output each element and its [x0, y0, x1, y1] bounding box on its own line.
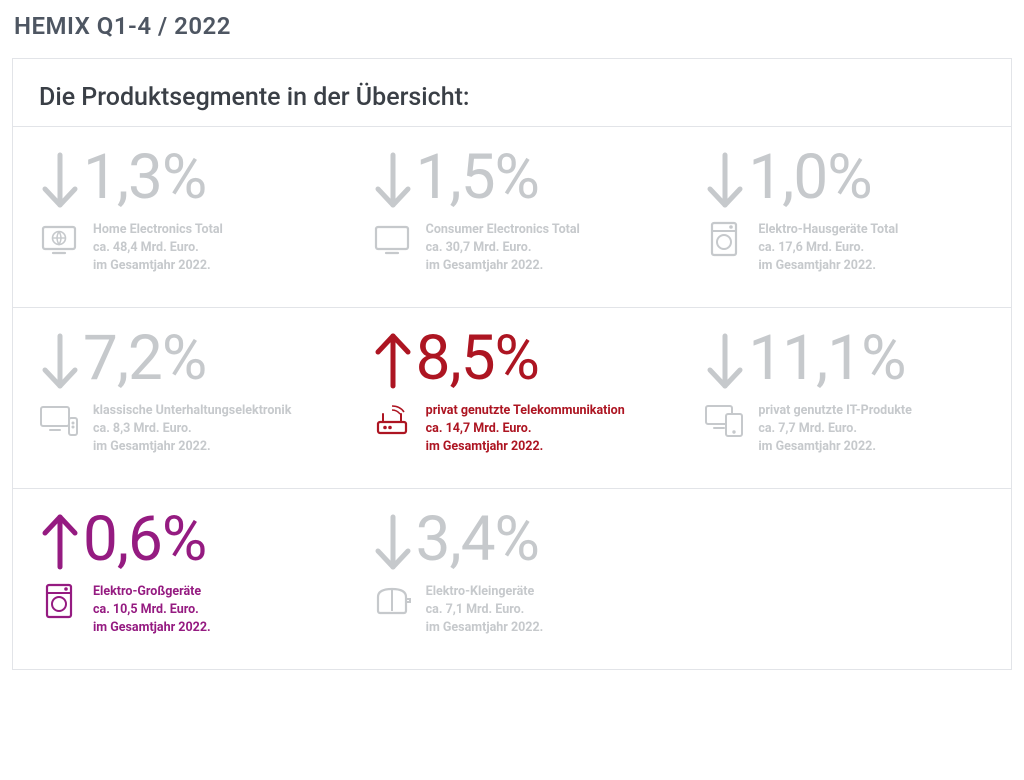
arrow-down-icon	[372, 151, 414, 209]
segment-text: Elektro-Kleingeräte ca. 7,1 Mrd. Euro. i…	[426, 581, 544, 637]
segment-period: im Gesamtjahr 2022.	[93, 619, 211, 637]
segment-empty	[678, 489, 1011, 669]
segment-title: Consumer Electronics Total	[426, 221, 580, 239]
segment-row: 1,3% Home Electronics Total ca. 48,4 Mrd…	[13, 126, 1011, 307]
segment-value: 1,3%	[83, 147, 206, 209]
segment-title: Elektro-Kleingeräte	[426, 583, 544, 601]
arrow-up-icon	[372, 332, 414, 390]
segment-value: 3,4%	[416, 509, 539, 571]
segment-percentage: 1,5%	[372, 147, 653, 209]
devices-icon	[704, 400, 744, 440]
segment-percentage: 8,5%	[372, 328, 653, 390]
segment-description: Home Electronics Total ca. 48,4 Mrd. Eur…	[39, 219, 320, 275]
washer-icon	[39, 581, 79, 621]
segment-amount: ca. 8,3 Mrd. Euro.	[93, 420, 291, 438]
segment-elektro-kleingeraete: 3,4% Elektro-Kleingeräte ca. 7,1 Mrd. Eu…	[346, 489, 679, 669]
segment-text: Consumer Electronics Total ca. 30,7 Mrd.…	[426, 219, 580, 275]
segment-title: Home Electronics Total	[93, 221, 223, 239]
tv-remote-icon	[39, 400, 79, 440]
segment-period: im Gesamtjahr 2022.	[93, 257, 223, 275]
segment-percentage: 1,3%	[39, 147, 320, 209]
segment-value: 1,0%	[748, 147, 871, 209]
segment-title: privat genutzte IT-Produkte	[758, 402, 912, 420]
segment-amount: ca. 30,7 Mrd. Euro.	[426, 239, 580, 257]
arrow-down-icon	[372, 513, 414, 571]
segment-value: 1,5%	[416, 147, 539, 209]
segment-text: Home Electronics Total ca. 48,4 Mrd. Eur…	[93, 219, 223, 275]
segment-description: Elektro-Großgeräte ca. 10,5 Mrd. Euro. i…	[39, 581, 320, 637]
segment-description: Elektro-Hausgeräte Total ca. 17,6 Mrd. E…	[704, 219, 985, 275]
segment-percentage: 1,0%	[704, 147, 985, 209]
segment-privat-it-produkte: 11,1% privat genutzte IT-Produkte ca. 7,…	[678, 308, 1011, 488]
segment-description: privat genutzte IT-Produkte ca. 7,7 Mrd.…	[704, 400, 985, 456]
segment-title: klassische Unterhaltungselektronik	[93, 402, 291, 420]
segment-description: Consumer Electronics Total ca. 30,7 Mrd.…	[372, 219, 653, 275]
segment-percentage: 11,1%	[704, 328, 985, 390]
segment-value: 8,5%	[416, 328, 539, 390]
segment-title: Elektro-Großgeräte	[93, 583, 211, 601]
segments-panel: Die Produktsegmente in der Übersicht: 1,…	[12, 58, 1012, 670]
segment-percentage: 7,2%	[39, 328, 320, 390]
segment-amount: ca. 14,7 Mrd. Euro.	[426, 420, 625, 438]
segment-klassische-unterhaltungselektronik: 7,2% klassische Unterhaltungselektronik …	[13, 308, 346, 488]
segment-text: Elektro-Großgeräte ca. 10,5 Mrd. Euro. i…	[93, 581, 211, 637]
segment-title: Elektro-Hausgeräte Total	[758, 221, 898, 239]
segment-elektro-hausgeraete-total: 1,0% Elektro-Hausgeräte Total ca. 17,6 M…	[678, 127, 1011, 307]
segment-text: privat genutzte IT-Produkte ca. 7,7 Mrd.…	[758, 400, 912, 456]
segment-period: im Gesamtjahr 2022.	[426, 438, 625, 456]
segment-period: im Gesamtjahr 2022.	[758, 257, 898, 275]
segment-period: im Gesamtjahr 2022.	[758, 438, 912, 456]
segment-amount: ca. 7,1 Mrd. Euro.	[426, 601, 544, 619]
segment-row: 0,6% Elektro-Großgeräte ca. 10,5 Mrd. Eu…	[13, 488, 1011, 669]
washer-icon	[704, 219, 744, 259]
toaster-icon	[372, 581, 412, 621]
segment-value: 11,1%	[748, 328, 905, 390]
arrow-down-icon	[39, 151, 81, 209]
segment-row: 7,2% klassische Unterhaltungselektronik …	[13, 307, 1011, 488]
arrow-up-icon	[39, 513, 81, 571]
segment-period: im Gesamtjahr 2022.	[426, 257, 580, 275]
segment-amount: ca. 10,5 Mrd. Euro.	[93, 601, 211, 619]
segment-text: Elektro-Hausgeräte Total ca. 17,6 Mrd. E…	[758, 219, 898, 275]
segment-amount: ca. 48,4 Mrd. Euro.	[93, 239, 223, 257]
segment-home-electronics-total: 1,3% Home Electronics Total ca. 48,4 Mrd…	[13, 127, 346, 307]
page-title: HEMIX Q1-4 / 2022	[14, 12, 1012, 40]
arrow-down-icon	[704, 332, 746, 390]
segment-elektro-grossgeraete: 0,6% Elektro-Großgeräte ca. 10,5 Mrd. Eu…	[13, 489, 346, 669]
segment-amount: ca. 7,7 Mrd. Euro.	[758, 420, 912, 438]
tv-globe-icon	[39, 219, 79, 259]
segment-text: privat genutzte Telekommunikation ca. 14…	[426, 400, 625, 456]
segment-percentage: 0,6%	[39, 509, 320, 571]
segment-amount: ca. 17,6 Mrd. Euro.	[758, 239, 898, 257]
segment-value: 0,6%	[83, 509, 206, 571]
segment-percentage: 3,4%	[372, 509, 653, 571]
segment-consumer-electronics-total: 1,5% Consumer Electronics Total ca. 30,7…	[346, 127, 679, 307]
segment-text: klassische Unterhaltungselektronik ca. 8…	[93, 400, 291, 456]
router-icon	[372, 400, 412, 440]
arrow-down-icon	[704, 151, 746, 209]
segment-description: klassische Unterhaltungselektronik ca. 8…	[39, 400, 320, 456]
segment-description: privat genutzte Telekommunikation ca. 14…	[372, 400, 653, 456]
tv-icon	[372, 219, 412, 259]
segment-period: im Gesamtjahr 2022.	[93, 438, 291, 456]
segment-privat-telekommunikation: 8,5% privat genutzte Telekommunikation c…	[346, 308, 679, 488]
panel-heading: Die Produktsegmente in der Übersicht:	[13, 59, 1011, 126]
segment-description: Elektro-Kleingeräte ca. 7,1 Mrd. Euro. i…	[372, 581, 653, 637]
segment-value: 7,2%	[83, 328, 206, 390]
segment-rows: 1,3% Home Electronics Total ca. 48,4 Mrd…	[13, 126, 1011, 669]
segment-title: privat genutzte Telekommunikation	[426, 402, 625, 420]
arrow-down-icon	[39, 332, 81, 390]
segment-period: im Gesamtjahr 2022.	[426, 619, 544, 637]
